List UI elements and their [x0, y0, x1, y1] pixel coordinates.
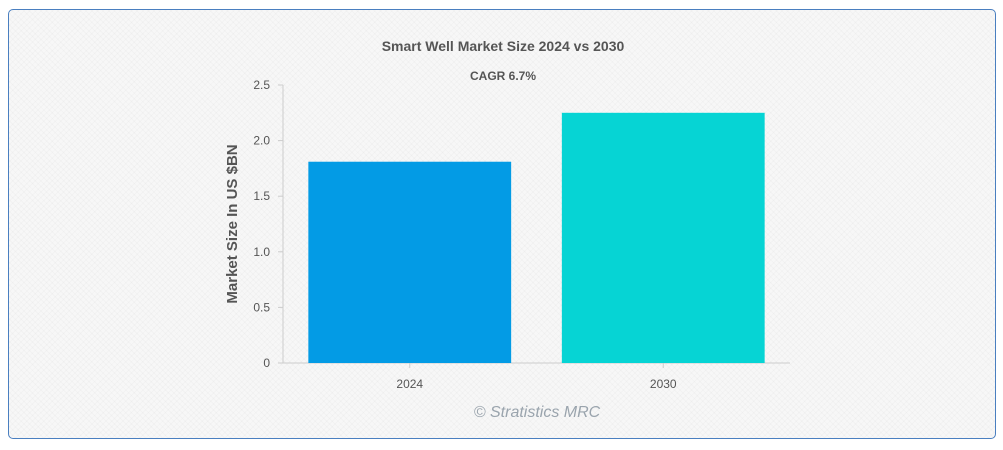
y-tick-label: 2.0 [253, 134, 270, 148]
chart-subtitle: CAGR 6.7% [470, 69, 536, 83]
y-ticks: 0 0.5 1.0 1.5 2.0 2.5 [253, 78, 283, 370]
y-tick-label: 1.0 [253, 245, 270, 259]
x-tick-label: 2024 [396, 377, 423, 391]
bar-2024[interactable] [308, 161, 512, 363]
y-tick-label: 0.5 [253, 300, 270, 314]
x-ticks: 2024 2030 [396, 363, 677, 391]
y-axis-label: Market Size In US $BN [224, 144, 241, 303]
chart-title: Smart Well Market Size 2024 vs 2030 [382, 38, 625, 54]
y-tick-label: 1.5 [253, 189, 270, 203]
y-tick-label: 2.5 [253, 78, 270, 92]
watermark: © Stratistics MRC [474, 404, 601, 421]
x-tick-label: 2030 [650, 377, 677, 391]
y-tick-label: 0 [263, 356, 270, 370]
bars [308, 112, 765, 363]
bar-2030[interactable] [561, 112, 765, 363]
